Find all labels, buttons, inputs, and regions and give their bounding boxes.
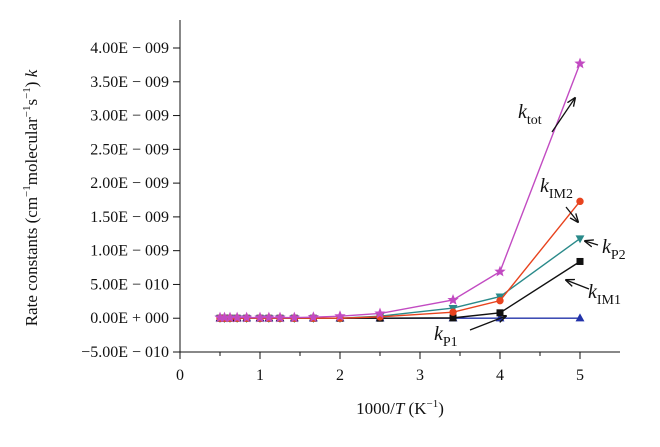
data-point bbox=[307, 311, 320, 323]
y-tick-label: 3.50E − 009 bbox=[90, 74, 169, 91]
annotation-ktot: ktot bbox=[518, 98, 575, 133]
series-line bbox=[220, 237, 581, 319]
annotation-label: kP1 bbox=[434, 323, 458, 350]
annotation-arrow bbox=[585, 241, 599, 245]
y-tick-label: 0.00E + 000 bbox=[90, 310, 169, 327]
x-tick-label: 5 bbox=[576, 367, 584, 384]
data-point bbox=[496, 296, 504, 305]
y-tick-label: 1.50E − 009 bbox=[90, 209, 169, 226]
annotation-label: kP2 bbox=[602, 236, 626, 263]
y-tick-label: −5.00E − 010 bbox=[81, 344, 169, 361]
y-tick-label: 5.00E − 010 bbox=[90, 276, 169, 293]
annotation-label: kIM1 bbox=[588, 281, 621, 308]
data-point bbox=[449, 308, 457, 316]
series-kIM2 bbox=[216, 197, 584, 322]
series-layer bbox=[214, 57, 586, 324]
data-point bbox=[374, 307, 386, 319]
x-tick-label: 4 bbox=[496, 367, 504, 384]
series-line bbox=[220, 200, 581, 319]
x-tick-label: 3 bbox=[416, 367, 424, 384]
x-tick-label: 1 bbox=[256, 367, 264, 384]
data-point bbox=[447, 294, 459, 305]
data-point bbox=[576, 257, 584, 265]
annotation-kP2: kP2 bbox=[585, 236, 626, 263]
y-tick-label: 2.50E − 009 bbox=[90, 141, 169, 158]
annotation-label: kIM2 bbox=[540, 175, 573, 202]
y-tick-label: 4.00E − 009 bbox=[90, 40, 169, 57]
annotation-arrow bbox=[565, 206, 578, 222]
x-tick-label: 2 bbox=[336, 367, 344, 384]
y-axis-title: Rate constants (cm−1molecular−1s−1) k bbox=[21, 69, 41, 326]
annotation-kIM1: kIM1 bbox=[566, 280, 621, 308]
data-point bbox=[254, 311, 266, 323]
x-tick-label: 0 bbox=[176, 367, 184, 384]
data-point bbox=[240, 311, 253, 323]
data-point bbox=[274, 311, 286, 323]
data-point bbox=[334, 310, 346, 322]
data-point bbox=[496, 309, 504, 317]
data-point bbox=[575, 235, 585, 244]
plot-frame bbox=[179, 20, 620, 353]
y-tick-label: 1.00E − 009 bbox=[90, 243, 169, 260]
annotation-label: ktot bbox=[518, 101, 542, 128]
x-axis-ticks: 0 1 2 3 4 5 bbox=[176, 352, 584, 384]
series-kIM1 bbox=[216, 257, 584, 322]
annotation-kIM2: kIM2 bbox=[540, 175, 578, 222]
data-point bbox=[263, 311, 275, 323]
x-axis-title: 1000/T (K−1) bbox=[356, 398, 444, 418]
y-tick-label: 2.00E − 009 bbox=[90, 175, 169, 192]
y-axis-ticks: −5.00E − 010 0.00E + 000 5.00E − 010 1.00E … bbox=[81, 40, 180, 361]
annotation-arrow bbox=[566, 280, 590, 290]
data-point bbox=[288, 311, 300, 323]
data-point bbox=[576, 197, 584, 206]
annotation-arrow bbox=[469, 316, 506, 331]
annotation-arrow bbox=[551, 98, 575, 133]
y-tick-label: 3.00E − 009 bbox=[90, 108, 169, 125]
data-point bbox=[231, 311, 243, 323]
data-point bbox=[574, 57, 586, 69]
annotation-layer: ktot kIM2 kP2 kIM1 kP1 bbox=[434, 98, 626, 350]
data-point bbox=[575, 313, 585, 322]
series-ktot bbox=[214, 57, 586, 323]
data-point bbox=[494, 265, 506, 277]
annotation-kP1: kP1 bbox=[434, 316, 506, 350]
